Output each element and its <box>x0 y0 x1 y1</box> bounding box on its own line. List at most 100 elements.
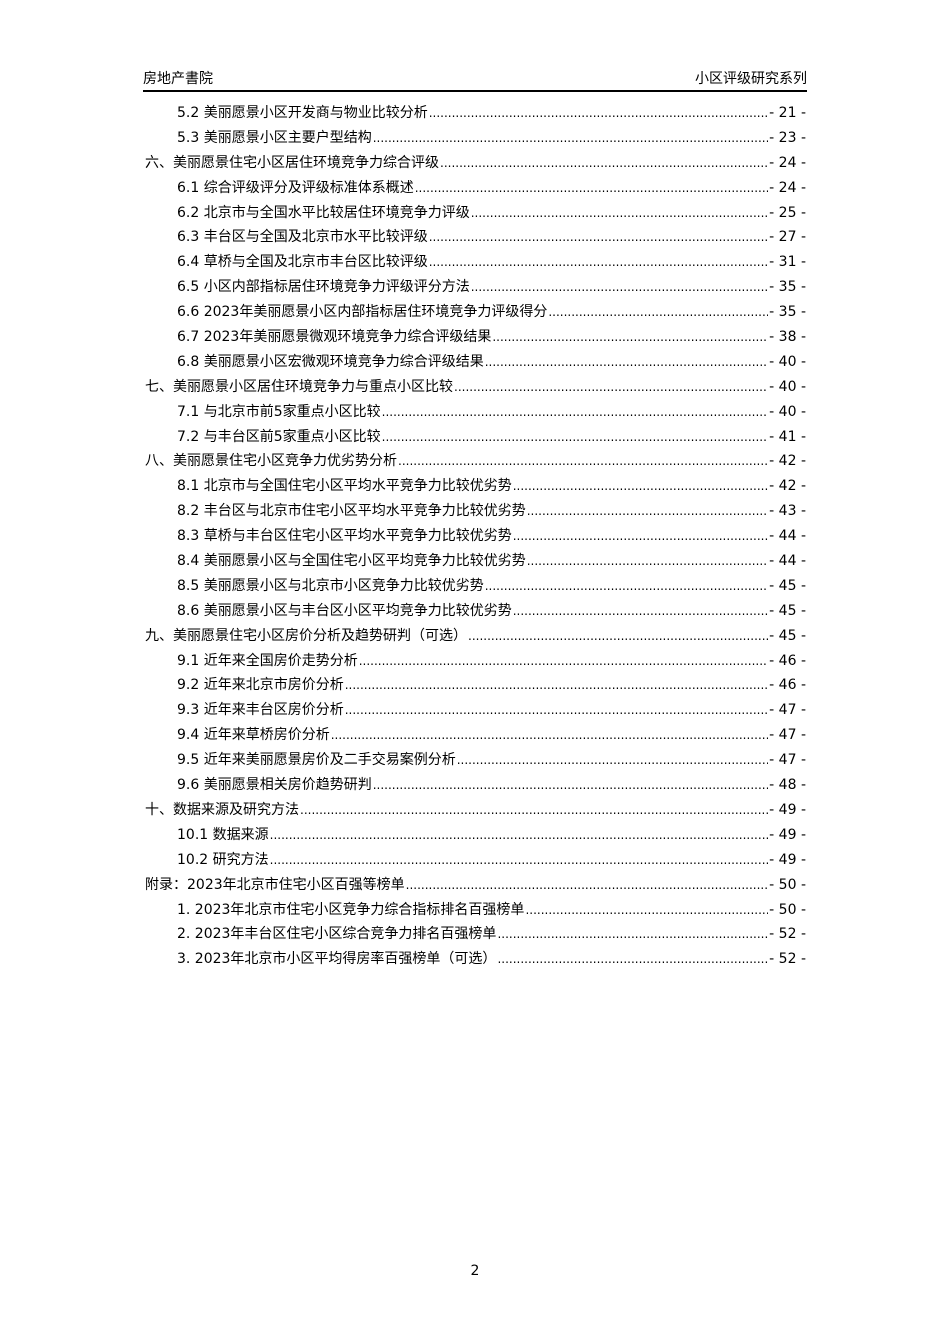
toc-dot-leader <box>497 947 768 972</box>
toc-entry-title: 8.6 美丽愿景小区与丰台区小区平均竞争力比较优劣势 <box>177 602 512 619</box>
toc-dot-leader <box>468 624 768 649</box>
header-series: 小区评级研究系列 <box>695 71 807 87</box>
toc-entry-title: 6.8 美丽愿景小区宏微观环境竞争力综合评级结果 <box>177 353 484 370</box>
toc-dot-leader <box>415 176 768 201</box>
toc-dot-leader <box>485 350 768 375</box>
toc-dot-leader <box>513 599 768 624</box>
toc-entry[interactable]: 6.7 2023年美丽愿景微观环境竞争力综合评级结果 - 38 - <box>145 325 806 350</box>
toc-entry[interactable]: 5.3 美丽愿景小区主要户型结构 - 23 - <box>145 126 806 151</box>
toc-entry[interactable]: 8.2 丰台区与北京市住宅小区平均水平竞争力比较优劣势 - 43 - <box>145 499 806 524</box>
toc-entry-page: - 40 - <box>769 378 806 395</box>
toc-dot-leader <box>471 201 768 226</box>
toc-entry[interactable]: 9.2 近年来北京市房价分析 - 46 - <box>145 673 806 698</box>
toc-entry[interactable]: 6.5 小区内部指标居住环境竞争力评级评分方法 - 35 - <box>145 275 806 300</box>
toc-entry-title: 七、美丽愿景小区居住环境竞争力与重点小区比较 <box>145 378 453 395</box>
toc-entry[interactable]: 10.1 数据来源 - 49 - <box>145 823 806 848</box>
toc-entry-page: - 47 - <box>769 752 806 769</box>
toc-entry[interactable]: 八、美丽愿景住宅小区竞争力优劣势分析 - 42 - <box>145 449 806 474</box>
toc-entry-page: - 40 - <box>769 403 806 420</box>
toc-dot-leader <box>527 499 768 524</box>
toc-entry-page: - 44 - <box>769 553 806 570</box>
toc-entry-page: - 45 - <box>769 602 806 619</box>
toc-entry[interactable]: 2. 2023年丰台区住宅小区综合竞争力排名百强榜单 - 52 - <box>145 922 806 947</box>
toc-dot-leader <box>513 474 768 499</box>
toc-entry-title: 5.3 美丽愿景小区主要户型结构 <box>177 129 372 146</box>
toc-dot-leader <box>359 649 768 674</box>
toc-entry[interactable]: 附录：2023年北京市住宅小区百强等榜单 - 50 - <box>145 873 806 898</box>
toc-entry[interactable]: 6.4 草桥与全国及北京市丰台区比较评级 - 31 - <box>145 250 806 275</box>
toc-entry-title: 六、美丽愿景住宅小区居住环境竞争力综合评级 <box>145 154 439 171</box>
toc-entry[interactable]: 9.5 近年来美丽愿景房价及二手交易案例分析 - 47 - <box>145 748 806 773</box>
toc-entry[interactable]: 6.6 2023年美丽愿景小区内部指标居住环境竞争力评级得分 - 35 - <box>145 300 806 325</box>
toc-entry-title: 9.3 近年来丰台区房价分析 <box>177 702 344 719</box>
toc-entry[interactable]: 七、美丽愿景小区居住环境竞争力与重点小区比较 - 40 - <box>145 375 806 400</box>
toc-entry[interactable]: 9.6 美丽愿景相关房价趋势研判 - 48 - <box>145 773 806 798</box>
toc-entry-title: 8.4 美丽愿景小区与全国住宅小区平均竞争力比较优劣势 <box>177 553 526 570</box>
toc-entry[interactable]: 6.2 北京市与全国水平比较居住环境竞争力评级 - 25 - <box>145 201 806 226</box>
toc-entry-page: - 31 - <box>769 254 806 271</box>
toc-dot-leader <box>485 574 768 599</box>
toc-entry[interactable]: 九、美丽愿景住宅小区房价分析及趋势研判（可选） - 45 - <box>145 624 806 649</box>
toc-dot-leader <box>406 873 769 898</box>
toc-entry-page: - 45 - <box>769 627 806 644</box>
page-header: 房地产書院 小区评级研究系列 <box>143 66 807 92</box>
toc-entry[interactable]: 6.1 综合评级评分及评级标准体系概述 - 24 - <box>145 176 806 201</box>
toc-entry[interactable]: 10.2 研究方法 - 49 - <box>145 848 806 873</box>
toc-entry-title: 8.3 草桥与丰台区住宅小区平均水平竞争力比较优劣势 <box>177 528 512 545</box>
toc-entry[interactable]: 8.3 草桥与丰台区住宅小区平均水平竞争力比较优劣势 - 44 - <box>145 524 806 549</box>
toc-entry-page: - 46 - <box>769 652 806 669</box>
toc-entry-title: 6.1 综合评级评分及评级标准体系概述 <box>177 179 414 196</box>
toc-entry[interactable]: 6.8 美丽愿景小区宏微观环境竞争力综合评级结果 - 40 - <box>145 350 806 375</box>
toc-dot-leader <box>525 898 768 923</box>
toc-entry[interactable]: 1. 2023年北京市住宅小区竞争力综合指标排名百强榜单 - 50 - <box>145 898 806 923</box>
toc-entry[interactable]: 9.1 近年来全国房价走势分析 - 46 - <box>145 649 806 674</box>
toc-entry-title: 6.4 草桥与全国及北京市丰台区比较评级 <box>177 254 428 271</box>
toc-entry[interactable]: 7.1 与北京市前5家重点小区比较 - 40 - <box>145 400 806 425</box>
toc-dot-leader <box>398 449 768 474</box>
toc-entry-page: - 49 - <box>769 801 806 818</box>
toc-entry-page: - 50 - <box>769 876 806 893</box>
toc-entry[interactable]: 7.2 与丰台区前5家重点小区比较 - 41 - <box>145 425 806 450</box>
toc-dot-leader <box>300 798 768 823</box>
toc-entry[interactable]: 6.3 丰台区与全国及北京市水平比较评级 - 27 - <box>145 225 806 250</box>
toc-entry[interactable]: 9.3 近年来丰台区房价分析 - 47 - <box>145 698 806 723</box>
toc-entry-title: 6.5 小区内部指标居住环境竞争力评级评分方法 <box>177 279 470 296</box>
toc-entry-page: - 41 - <box>769 428 806 445</box>
toc-entry-page: - 46 - <box>769 677 806 694</box>
toc-dot-leader <box>373 773 768 798</box>
toc-dot-leader <box>513 524 768 549</box>
toc-dot-leader <box>471 275 768 300</box>
toc-entry-page: - 24 - <box>769 154 806 171</box>
toc-entry-page: - 38 - <box>769 329 806 346</box>
header-publisher: 房地产書院 <box>143 71 213 87</box>
toc-entry-page: - 44 - <box>769 528 806 545</box>
toc-entry[interactable]: 8.1 北京市与全国住宅小区平均水平竞争力比较优劣势 - 42 - <box>145 474 806 499</box>
toc-entry-page: - 47 - <box>769 727 806 744</box>
toc-entry[interactable]: 3. 2023年北京市小区平均得房率百强榜单（可选） - 52 - <box>145 947 806 972</box>
toc-entry-page: - 49 - <box>769 826 806 843</box>
toc-entry-title: 10.2 研究方法 <box>177 851 269 868</box>
toc-entry-page: - 27 - <box>769 229 806 246</box>
toc-entry-title: 10.1 数据来源 <box>177 826 269 843</box>
toc-entry-title: 7.1 与北京市前5家重点小区比较 <box>177 403 381 420</box>
toc-entry[interactable]: 六、美丽愿景住宅小区居住环境竞争力综合评级 - 24 - <box>145 151 806 176</box>
toc-entry-page: - 43 - <box>769 503 806 520</box>
toc-entry-page: - 42 - <box>769 478 806 495</box>
toc-entry[interactable]: 十、数据来源及研究方法 - 49 - <box>145 798 806 823</box>
toc-dot-leader <box>382 425 769 450</box>
toc-entry[interactable]: 5.2 美丽愿景小区开发商与物业比较分析 - 21 - <box>145 101 806 126</box>
toc-entry-page: - 52 - <box>769 926 806 943</box>
toc-entry[interactable]: 9.4 近年来草桥房价分析 - 47 - <box>145 723 806 748</box>
toc-entry-title: 6.6 2023年美丽愿景小区内部指标居住环境竞争力评级得分 <box>177 304 548 321</box>
toc-entry-page: - 49 - <box>769 851 806 868</box>
toc-entry-page: - 35 - <box>769 304 806 321</box>
toc-entry-title: 1. 2023年北京市住宅小区竞争力综合指标排名百强榜单 <box>177 901 525 918</box>
toc-entry-title: 6.3 丰台区与全国及北京市水平比较评级 <box>177 229 428 246</box>
toc-entry[interactable]: 8.4 美丽愿景小区与全国住宅小区平均竞争力比较优劣势 - 44 - <box>145 549 806 574</box>
toc-entry[interactable]: 8.6 美丽愿景小区与丰台区小区平均竞争力比较优劣势 - 45 - <box>145 599 806 624</box>
toc-entry[interactable]: 8.5 美丽愿景小区与北京市小区竞争力比较优劣势 - 45 - <box>145 574 806 599</box>
toc-entry-title: 7.2 与丰台区前5家重点小区比较 <box>177 428 381 445</box>
toc-dot-leader <box>548 300 768 325</box>
toc-dot-leader <box>345 673 768 698</box>
toc-entry-title: 9.1 近年来全国房价走势分析 <box>177 652 358 669</box>
